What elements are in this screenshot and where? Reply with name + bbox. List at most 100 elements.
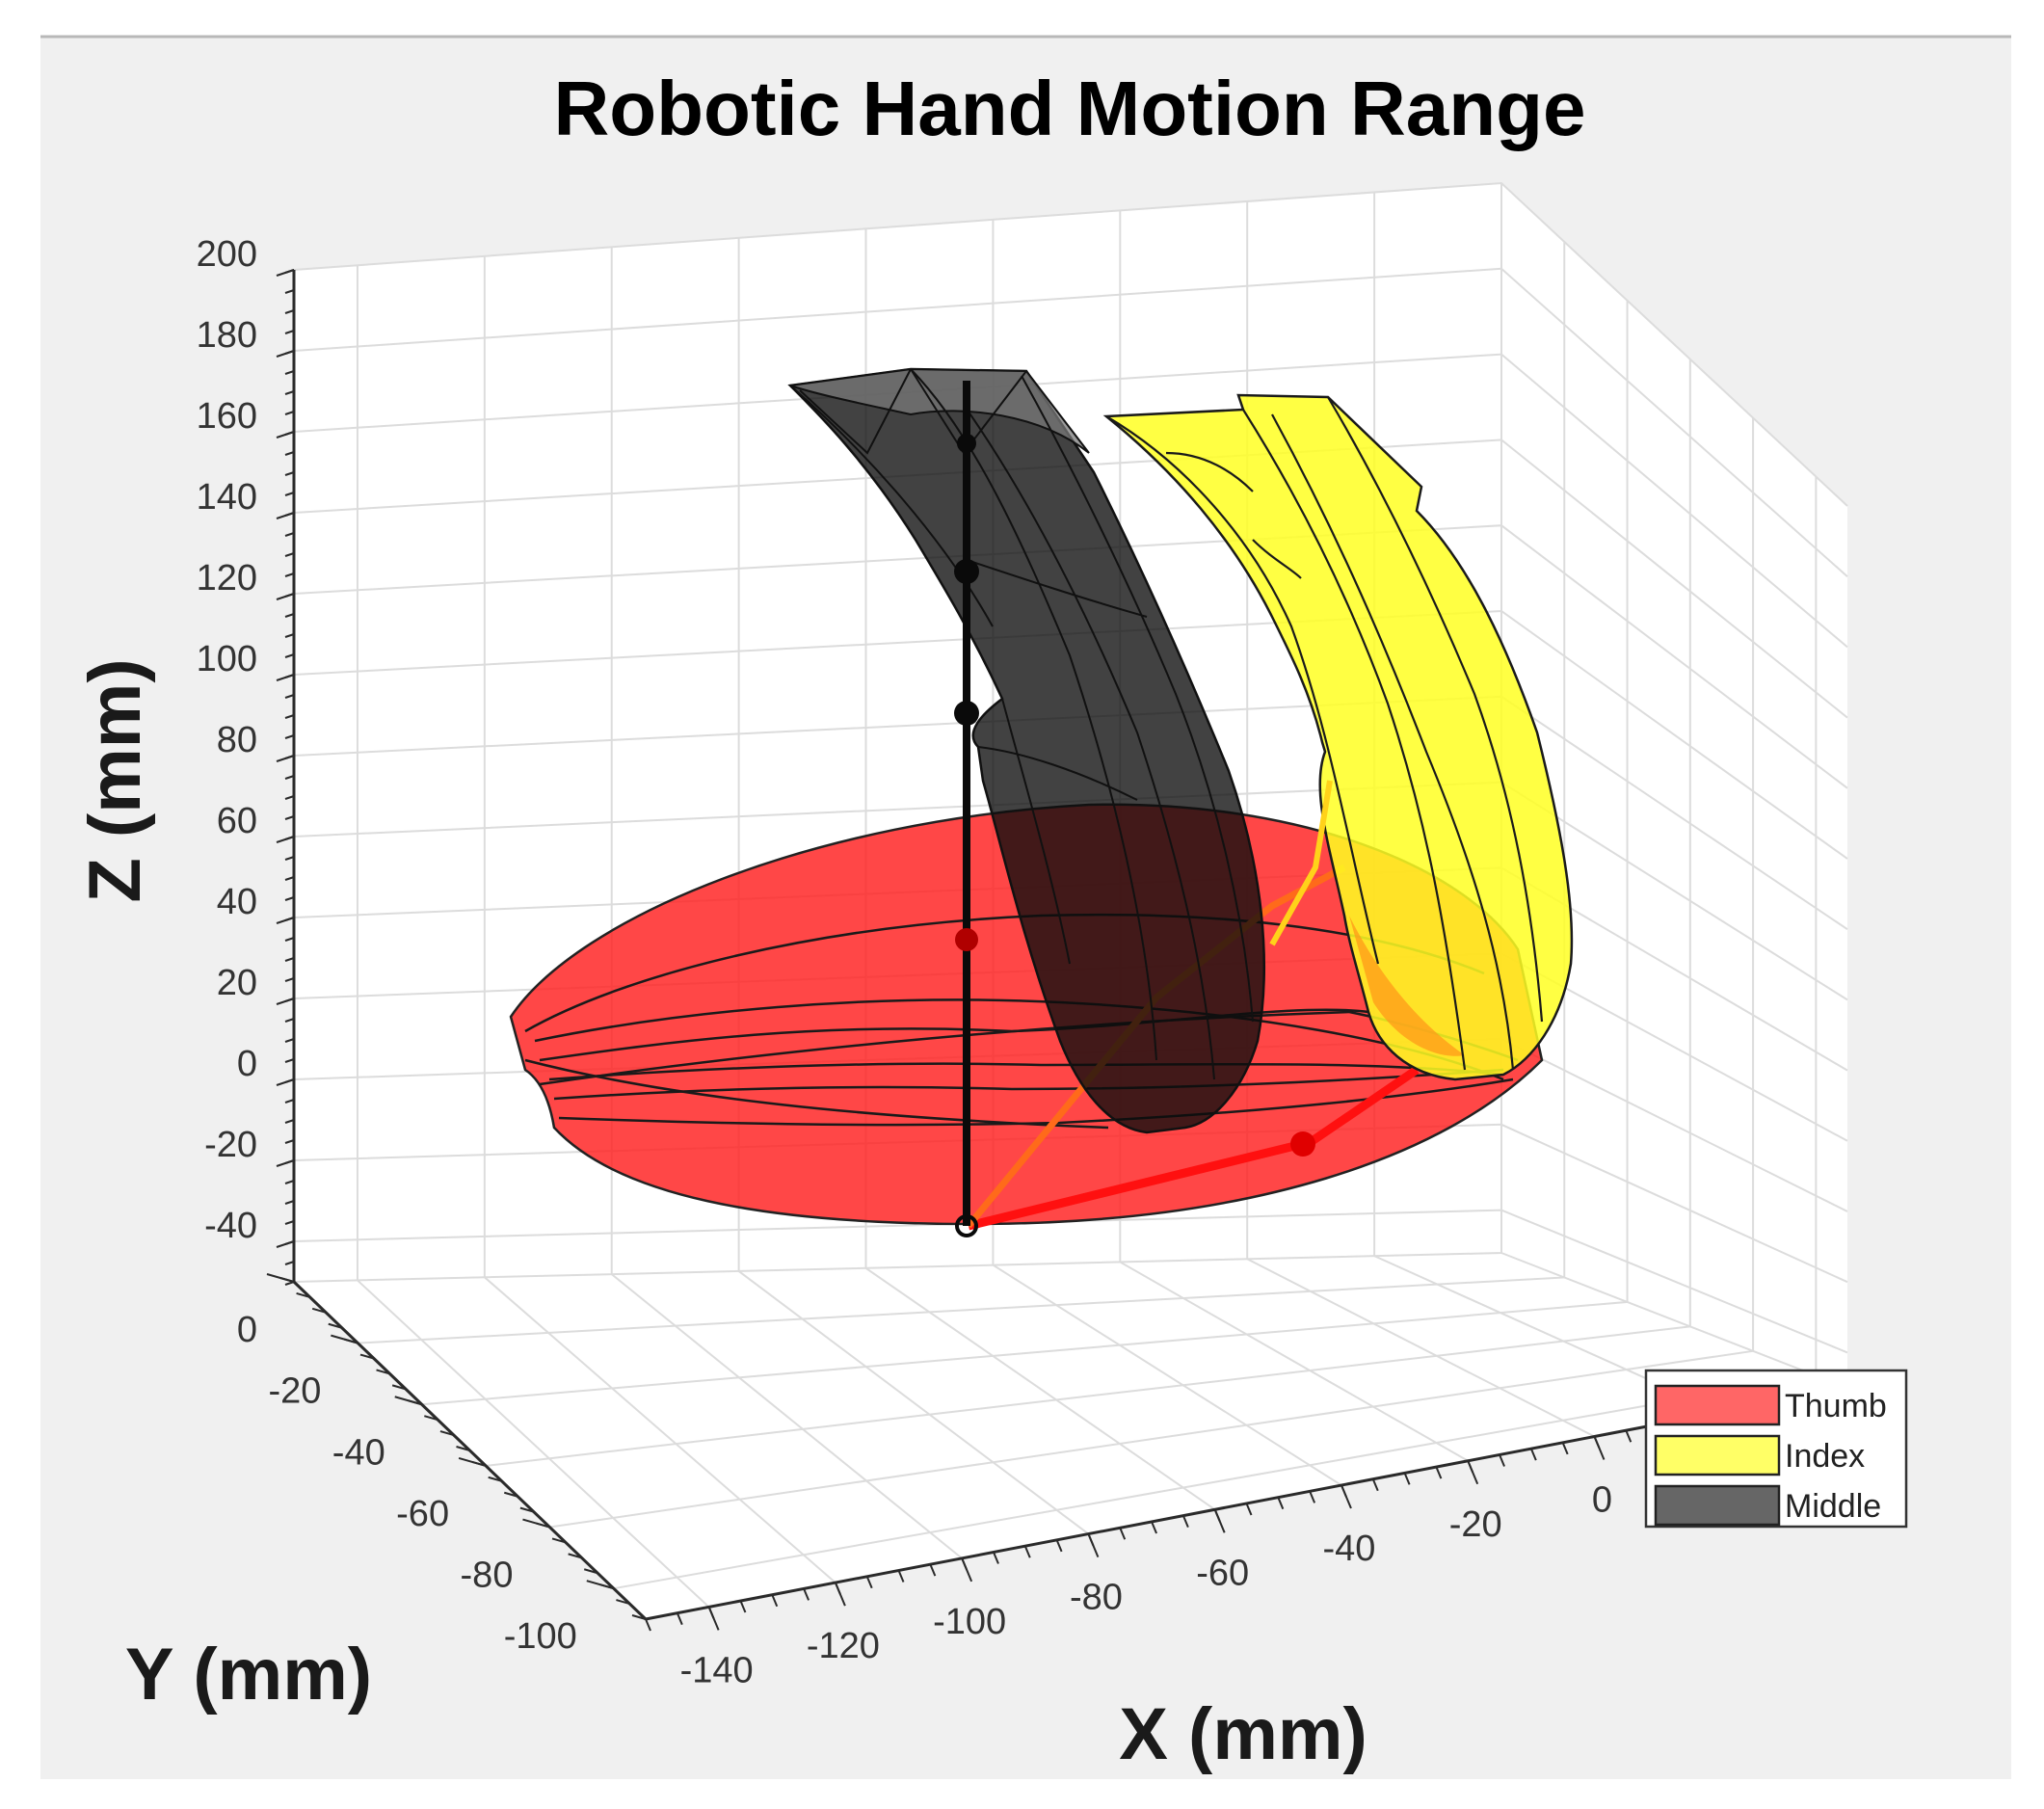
z-minor-tick bbox=[284, 1078, 295, 1083]
y-tick-label: -100 bbox=[504, 1616, 577, 1657]
legend-swatch-middle bbox=[1654, 1484, 1781, 1527]
x-tick-label: 0 bbox=[1592, 1480, 1612, 1521]
tick-marks bbox=[266, 269, 1858, 1632]
origin-marker bbox=[955, 1214, 978, 1237]
index-orange-base bbox=[1349, 916, 1465, 1056]
y-gridline bbox=[485, 359, 1691, 1467]
y-minor-tick bbox=[519, 1506, 535, 1513]
z-minor-tick bbox=[284, 896, 295, 901]
x-minor-tick bbox=[771, 1594, 779, 1608]
y-minor-tick bbox=[391, 1384, 407, 1391]
x-minor-tick bbox=[1023, 1545, 1031, 1558]
z-tick-label: 200 bbox=[197, 234, 257, 275]
thumb-joint bbox=[1290, 1131, 1315, 1157]
z-minor-tick bbox=[284, 1261, 295, 1265]
y-minor-tick bbox=[456, 1446, 470, 1451]
legend-label-index: Index bbox=[1785, 1438, 1865, 1475]
x-minor-tick bbox=[834, 1582, 841, 1595]
y-axis-label: Y (mm) bbox=[125, 1634, 372, 1716]
x-minor-tick bbox=[1625, 1429, 1633, 1443]
x-minor-tick bbox=[645, 1618, 651, 1632]
y-minor-tick bbox=[359, 1353, 375, 1360]
y-minor-tick bbox=[376, 1369, 390, 1375]
z-tick-label: -40 bbox=[204, 1206, 257, 1246]
z-minor-tick bbox=[284, 330, 295, 334]
y-minor-tick bbox=[551, 1537, 567, 1544]
y-minor-tick bbox=[536, 1522, 550, 1529]
z-minor-tick bbox=[284, 1058, 295, 1063]
z-minor-tick bbox=[284, 977, 295, 982]
y-minor-tick bbox=[408, 1399, 423, 1406]
z-tick-label: 0 bbox=[237, 1044, 257, 1084]
y-minor-tick bbox=[488, 1476, 502, 1482]
z-minor-tick bbox=[284, 1018, 295, 1023]
z-minor-tick bbox=[284, 289, 295, 294]
y-gridline bbox=[549, 417, 1755, 1529]
y-minor-tick bbox=[616, 1599, 630, 1606]
floor bbox=[294, 1253, 1847, 1619]
z-minor-tick bbox=[284, 1220, 295, 1225]
x-minor-tick bbox=[1087, 1533, 1095, 1546]
x-minor-tick bbox=[1119, 1527, 1127, 1540]
middle-joint-2 bbox=[954, 559, 979, 584]
z-minor-tick bbox=[284, 633, 295, 638]
x-minor-tick bbox=[707, 1606, 715, 1619]
z-minor-tick bbox=[284, 512, 295, 517]
y-tick-label: -40 bbox=[332, 1432, 385, 1473]
y-gridline bbox=[358, 241, 1566, 1344]
y-minor-tick bbox=[439, 1430, 455, 1437]
z-minor-tick bbox=[284, 552, 295, 557]
x-minor-tick bbox=[1499, 1454, 1505, 1467]
y-tick-labels: 0 -20 -40 -60 -80 -100 bbox=[237, 1310, 577, 1657]
y-minor-tick bbox=[583, 1568, 598, 1575]
z-minor-tick bbox=[284, 390, 295, 395]
z-tick-label: 160 bbox=[197, 396, 257, 437]
z-tick-label: 180 bbox=[197, 315, 257, 356]
x-tick-label: -140 bbox=[680, 1650, 754, 1690]
z-minor-tick bbox=[284, 309, 295, 314]
right-wall bbox=[1501, 183, 1847, 1388]
x-tick-label: -80 bbox=[1070, 1578, 1123, 1618]
y-minor-tick bbox=[311, 1307, 327, 1314]
z-minor-tick bbox=[284, 957, 295, 962]
z-tick-label: 40 bbox=[217, 882, 257, 922]
middle-joint-4 bbox=[955, 928, 978, 951]
z-minor-tick bbox=[284, 370, 295, 375]
x-minor-tick bbox=[1309, 1490, 1316, 1503]
z-minor-tick bbox=[284, 1099, 295, 1104]
y-minor-tick bbox=[328, 1322, 343, 1329]
y-minor-tick bbox=[279, 1277, 295, 1283]
y-tick-label: -80 bbox=[461, 1556, 514, 1596]
z-minor-tick bbox=[284, 269, 295, 274]
z-minor-tick bbox=[284, 471, 295, 476]
middle-surface-top bbox=[789, 367, 1090, 454]
y-tick-label: -20 bbox=[268, 1371, 321, 1412]
legend-swatch-index bbox=[1654, 1434, 1781, 1476]
x-minor-tick bbox=[1593, 1436, 1601, 1449]
z-minor-tick bbox=[284, 795, 295, 800]
x-minor-tick bbox=[1561, 1442, 1569, 1455]
y-tick-label: -60 bbox=[396, 1494, 449, 1534]
series-middle bbox=[787, 367, 1265, 1134]
z-minor-tick bbox=[284, 937, 295, 942]
x-minor-tick bbox=[993, 1552, 999, 1564]
x-tick-label: -40 bbox=[1322, 1529, 1375, 1569]
z-tick-label: 120 bbox=[197, 558, 257, 599]
x-minor-tick bbox=[1403, 1473, 1411, 1485]
z-minor-tick bbox=[284, 1139, 295, 1144]
z-minor-tick bbox=[284, 917, 295, 921]
z-minor-tick bbox=[284, 856, 295, 861]
z-minor-tick bbox=[284, 815, 295, 820]
thumb-surface bbox=[509, 803, 1544, 1226]
middle-surface bbox=[787, 367, 1265, 1134]
y-gridline bbox=[293, 183, 1502, 1283]
z-minor-tick bbox=[284, 431, 295, 436]
series-index bbox=[1102, 393, 1574, 1081]
y-minor-tick bbox=[631, 1614, 647, 1620]
z-minor-tick bbox=[284, 1119, 295, 1124]
z-minor-tick bbox=[284, 1240, 295, 1245]
z-tick-label: 140 bbox=[197, 477, 257, 518]
x-tick-label: -20 bbox=[1449, 1504, 1502, 1545]
x-minor-tick bbox=[739, 1600, 747, 1613]
